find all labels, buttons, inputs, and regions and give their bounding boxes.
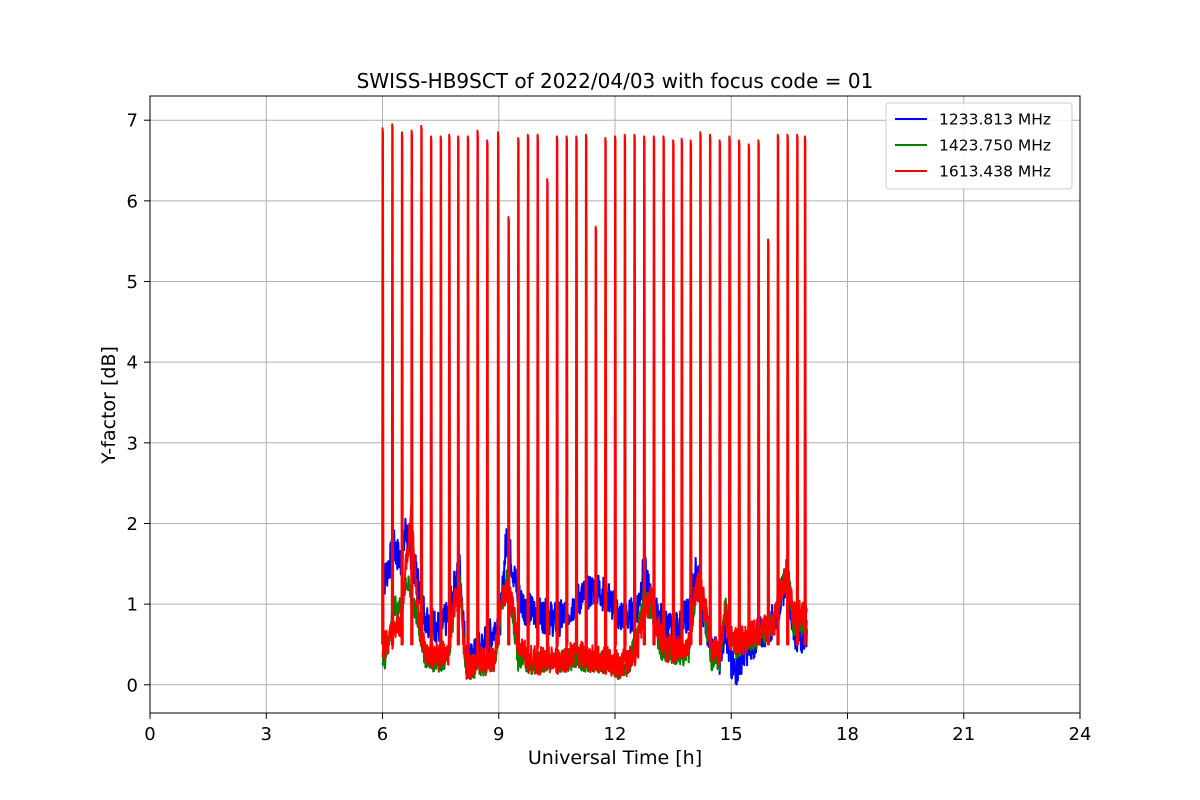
y-tick-label: 3 [127,433,138,454]
legend-entry: 1233.813 MHz [939,111,1051,129]
x-axis-label: Universal Time [h] [528,747,702,769]
y-tick-label: 4 [127,353,138,374]
x-tick-label: 0 [144,724,155,745]
y-tick-label: 6 [127,191,138,212]
y-tick-label: 1 [127,595,138,616]
x-tick-label: 3 [261,724,272,745]
y-tick-label: 7 [127,111,138,132]
x-tick-label: 12 [604,724,627,745]
y-tick-label: 0 [127,675,138,696]
legend: 1233.813 MHz 1423.750 MHz 1613.438 MHz [885,102,1073,190]
legend-entry: 1613.438 MHz [939,163,1051,181]
x-tick-label: 9 [493,724,504,745]
legend-box [885,102,1073,190]
chart-title: SWISS-HB9SCT of 2022/04/03 with focus co… [357,69,874,93]
y-tick-label: 5 [127,272,138,293]
series-lines [381,123,808,686]
x-tick-label: 24 [1069,724,1092,745]
y-tick-label: 2 [127,514,138,535]
x-tick-label: 18 [836,724,859,745]
x-tick-label: 15 [720,724,743,745]
x-tick-label: 21 [952,724,975,745]
y-axis-label: Y-factor [dB] [98,346,120,465]
x-tick-label: 6 [377,724,388,745]
series-line-3 [381,123,808,680]
legend-entry: 1423.750 MHz [939,137,1051,155]
